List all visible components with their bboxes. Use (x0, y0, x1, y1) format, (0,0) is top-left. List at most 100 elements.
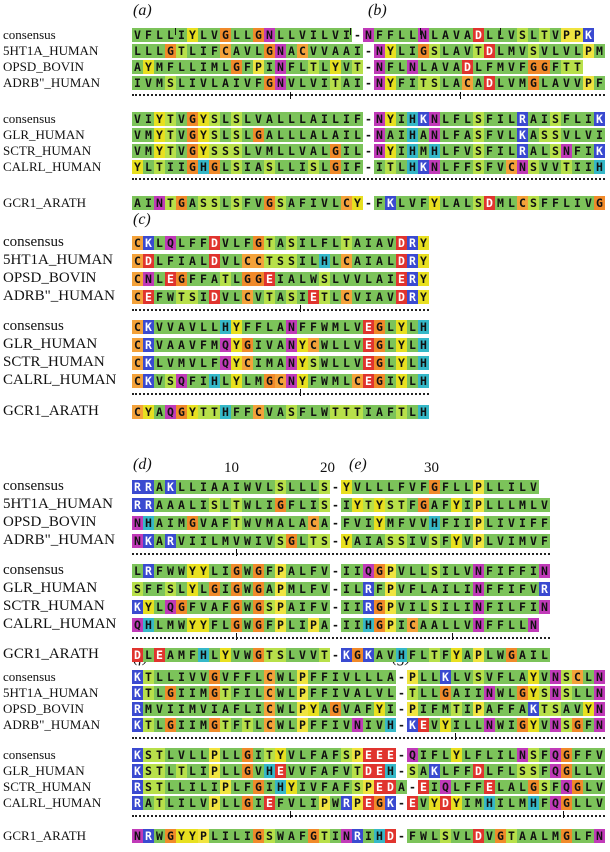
residue: R (363, 600, 374, 614)
residue: L (220, 374, 231, 388)
residue: L (330, 254, 341, 268)
residue: V (539, 498, 550, 512)
residue: N (363, 28, 374, 42)
residue: F (242, 670, 253, 684)
residue: L (396, 160, 407, 174)
residue: A (297, 516, 308, 530)
residue: F (275, 796, 286, 810)
residue: M (550, 829, 561, 843)
residue: P (473, 702, 484, 716)
position-tick (460, 92, 462, 99)
residue: W (275, 829, 286, 843)
residue: L (154, 272, 165, 286)
residue: N (275, 76, 286, 90)
residue: T (176, 44, 187, 58)
residue: L (506, 112, 517, 126)
residue: F (198, 272, 209, 286)
residue: L (572, 44, 583, 58)
residue: D (396, 254, 407, 268)
residue: G (572, 780, 583, 794)
residue: L (275, 144, 286, 158)
residue: Q (220, 356, 231, 370)
residue: G (561, 829, 572, 843)
residue: A (154, 480, 165, 494)
residue: L (352, 128, 363, 142)
residue: F (253, 76, 264, 90)
residue: I (385, 702, 396, 716)
residue: V (352, 356, 363, 370)
residue: G (209, 718, 220, 732)
residue: K (528, 702, 539, 716)
residue: L (286, 618, 297, 632)
residue: H (143, 516, 154, 530)
residue: F (484, 600, 495, 614)
residue: F (396, 480, 407, 494)
residue: V (495, 534, 506, 548)
residue: I (363, 290, 374, 304)
residue: A (517, 670, 528, 684)
position-tick (452, 633, 454, 640)
residue: G (176, 272, 187, 286)
residue: W (242, 498, 253, 512)
residue: S (165, 76, 176, 90)
residue: F (286, 498, 297, 512)
residue: I (363, 516, 374, 530)
residue: H (418, 405, 429, 419)
residue: S (275, 196, 286, 210)
residue: V (143, 76, 154, 90)
residue: G (253, 780, 264, 794)
residue: V (308, 44, 319, 58)
residue: A (451, 686, 462, 700)
residue: V (341, 702, 352, 716)
residue: V (572, 76, 583, 90)
residue: G (506, 648, 517, 662)
residue: N (484, 686, 495, 700)
residue: V (286, 796, 297, 810)
residue: F (209, 356, 220, 370)
residue: I (330, 718, 341, 732)
residue: Y (528, 670, 539, 684)
residue: C (242, 356, 253, 370)
residue: I (462, 498, 473, 512)
residue: V (374, 718, 385, 732)
residue: G (539, 60, 550, 74)
residue: F (539, 796, 550, 810)
residue: I (176, 254, 187, 268)
sequence-label: GCR1_ARATH (3, 195, 87, 210)
residue: Y (198, 112, 209, 126)
residue: - (332, 582, 339, 596)
residue: S (539, 780, 550, 794)
residue: L (484, 764, 495, 778)
residue: I (385, 272, 396, 286)
residue: W (319, 356, 330, 370)
residue: V (253, 144, 264, 158)
residue: P (473, 516, 484, 530)
residue: T (264, 748, 275, 762)
residue: L (154, 600, 165, 614)
residue: M (517, 498, 528, 512)
panel-b-label: (b) (368, 2, 387, 19)
residue: G (231, 600, 242, 614)
residue: R (132, 480, 143, 494)
residue: L (484, 28, 495, 42)
residue: I (418, 748, 429, 762)
residue: N (352, 718, 363, 732)
residue: F (583, 829, 594, 843)
residue: F (286, 60, 297, 74)
residue: I (165, 160, 176, 174)
residue: S (165, 374, 176, 388)
residue: L (352, 670, 363, 684)
residue: R (407, 254, 418, 268)
residue: W (165, 290, 176, 304)
residue: V (594, 764, 605, 778)
residue: L (484, 480, 495, 494)
residue: F (231, 718, 242, 732)
residue: F (484, 112, 495, 126)
residue: S (275, 254, 286, 268)
residue: G (253, 128, 264, 142)
residue: V (165, 356, 176, 370)
residue: L (154, 686, 165, 700)
residue: D (396, 290, 407, 304)
